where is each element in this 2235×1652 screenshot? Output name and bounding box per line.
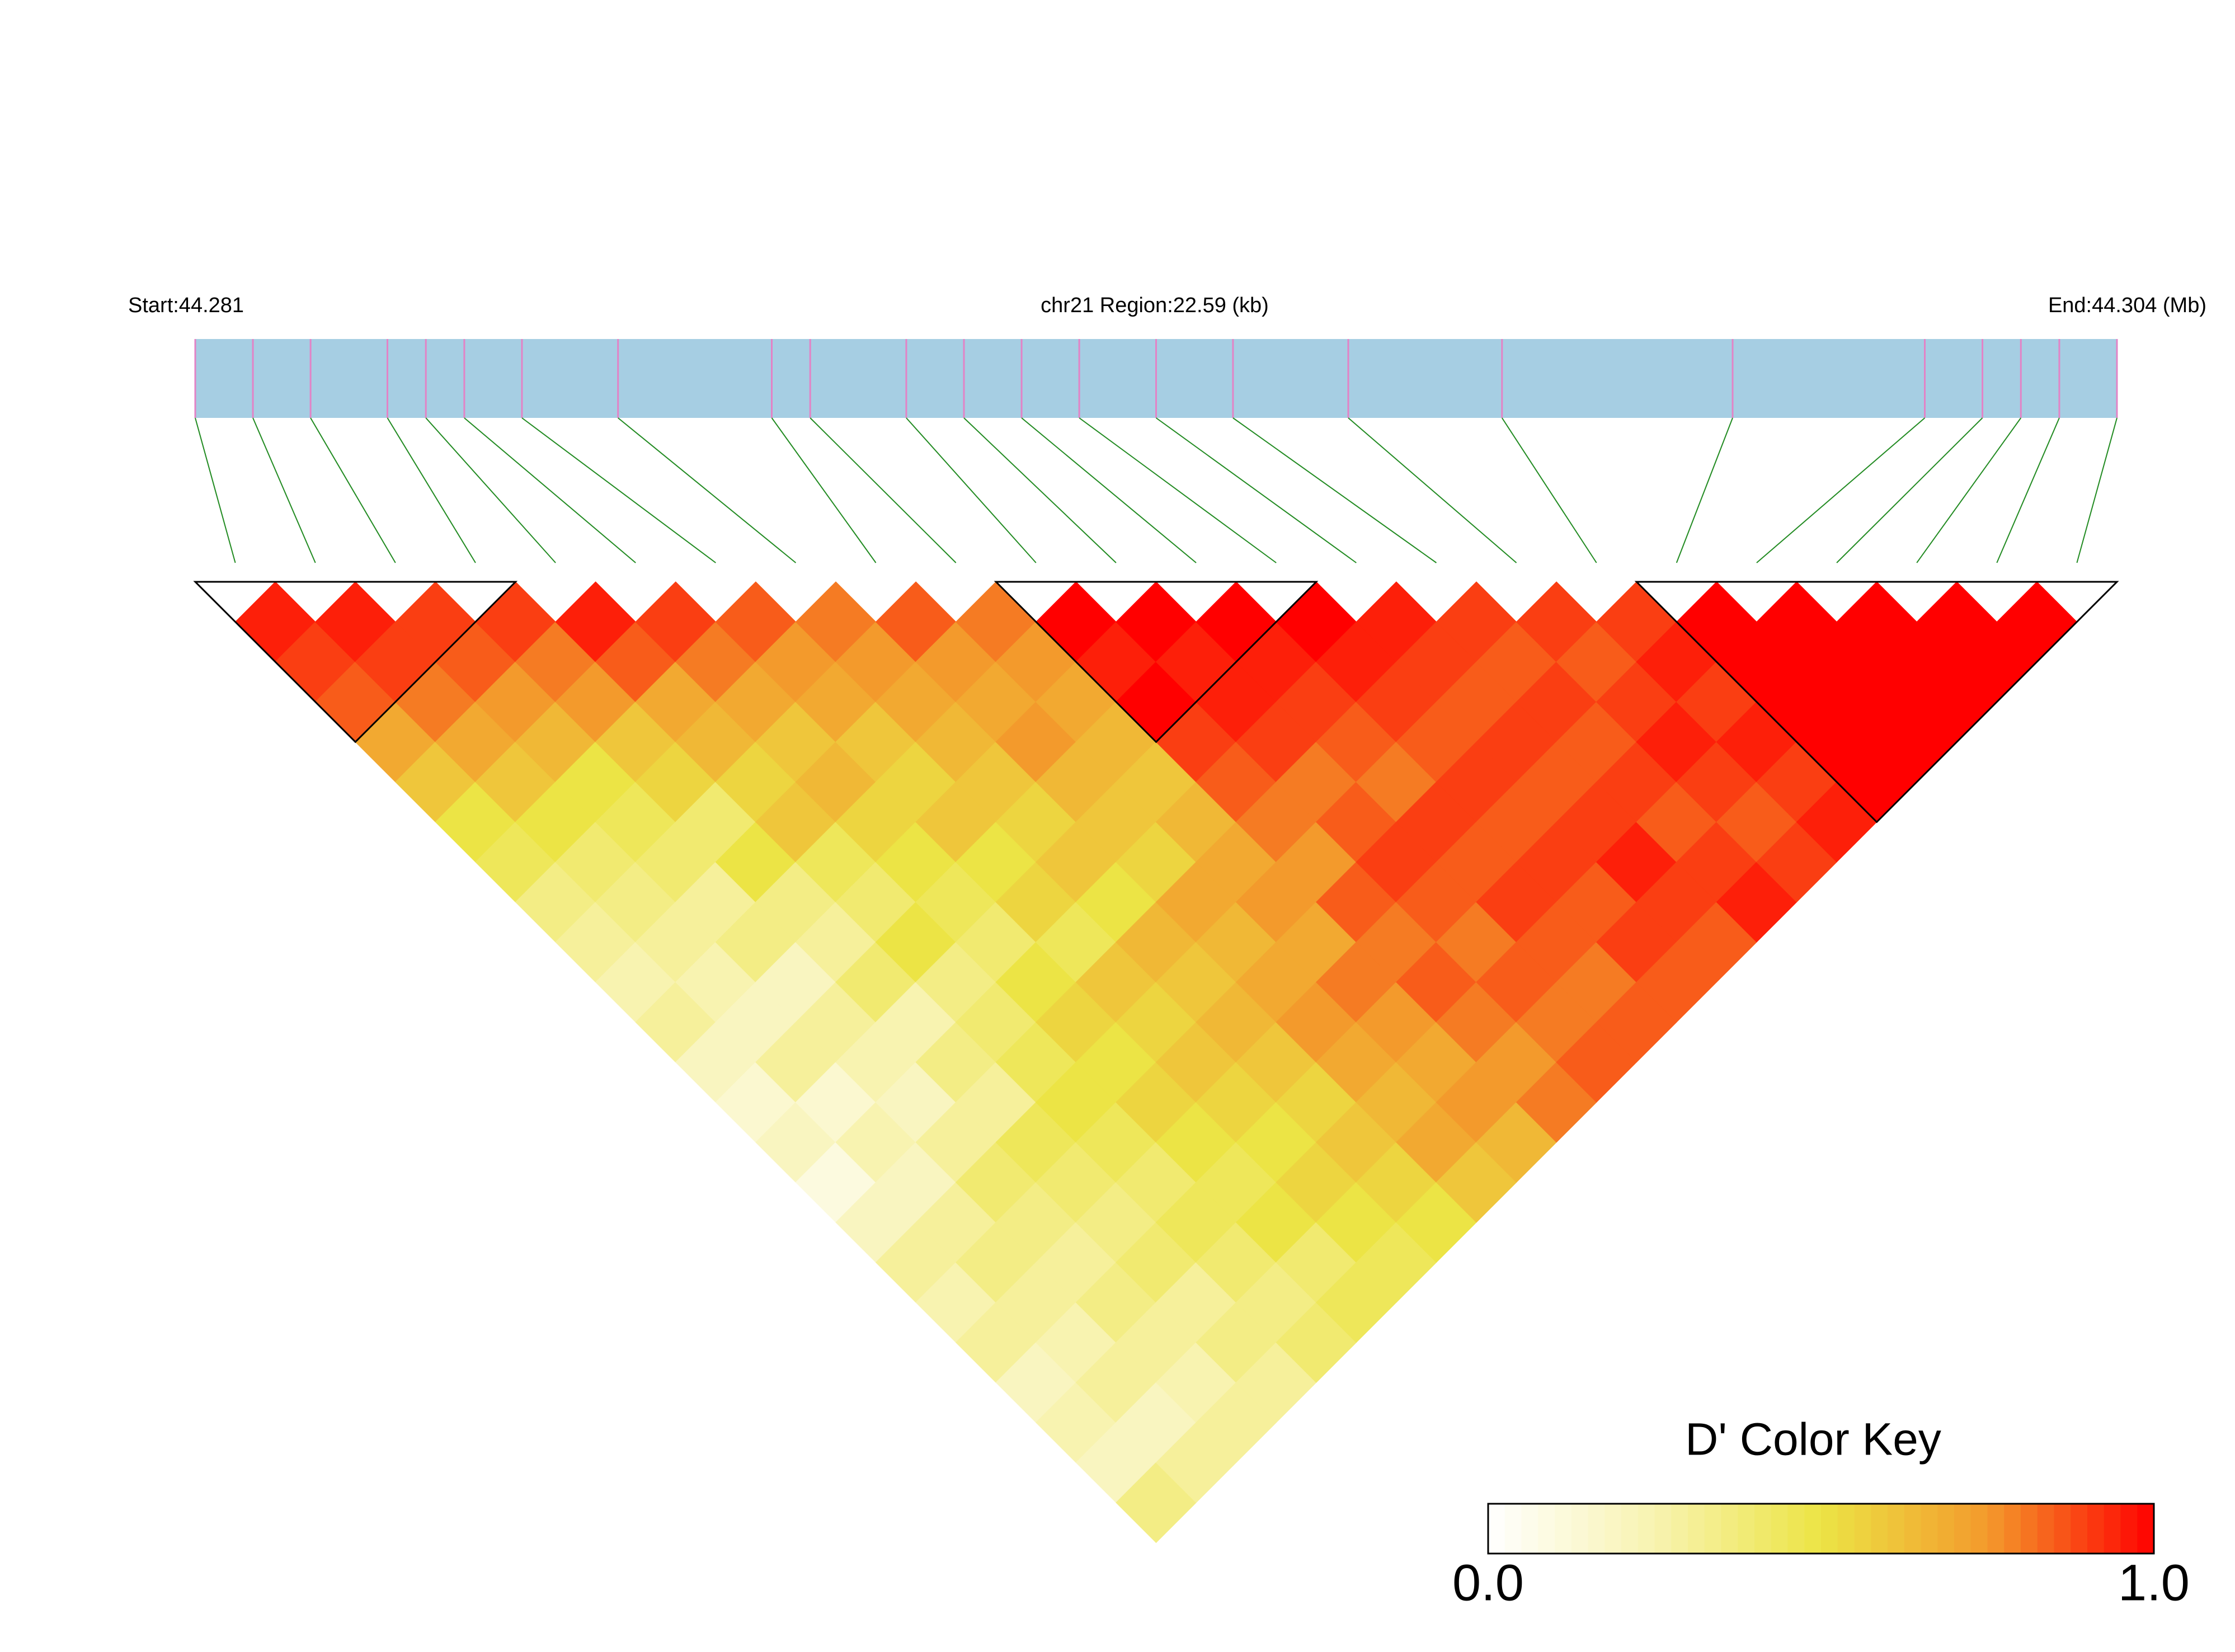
snp-connector bbox=[771, 417, 877, 563]
color-key-label: 1.0 bbox=[2118, 1554, 2190, 1611]
snp-connector bbox=[464, 417, 636, 563]
snp-connector bbox=[2076, 417, 2118, 563]
color-key-band bbox=[2137, 1504, 2154, 1554]
snp-connector bbox=[1155, 417, 1357, 563]
snp-connector bbox=[252, 417, 316, 563]
color-key-band bbox=[1504, 1504, 1522, 1554]
snp-connector bbox=[1501, 417, 1597, 563]
color-key-band bbox=[1970, 1504, 1988, 1554]
color-key-band bbox=[2054, 1504, 2071, 1554]
color-key-band bbox=[1521, 1504, 1538, 1554]
snp-connector bbox=[618, 417, 797, 563]
snp-connector bbox=[1996, 417, 2060, 563]
snp-connector bbox=[1916, 417, 2022, 563]
snp-connector bbox=[1676, 417, 1733, 563]
legend-title: D' Color Key bbox=[1685, 1414, 1941, 1465]
end-label: End:44.304 (Mb) bbox=[2048, 294, 2206, 317]
color-key-band bbox=[1787, 1504, 1805, 1554]
color-key-band bbox=[1954, 1504, 1971, 1554]
color-key-band bbox=[1754, 1504, 1772, 1554]
haplotype-block bbox=[193, 581, 518, 743]
snp-connector bbox=[1756, 417, 1926, 563]
color-key-band bbox=[1488, 1504, 1505, 1554]
start-label: Start:44.281 bbox=[128, 294, 244, 317]
snp-connector bbox=[810, 417, 957, 563]
color-key-band bbox=[1871, 1504, 1888, 1554]
color-key-band bbox=[1904, 1504, 1921, 1554]
color-key-band bbox=[2037, 1504, 2054, 1554]
color-key-band bbox=[1721, 1504, 1738, 1554]
snp-connector bbox=[1079, 417, 1277, 563]
snp-connector bbox=[521, 417, 716, 563]
color-key-band bbox=[1538, 1504, 1555, 1554]
snp-connector bbox=[387, 417, 476, 563]
color-key-band bbox=[1771, 1504, 1788, 1554]
color-key-band bbox=[2021, 1504, 2038, 1554]
color-key-band bbox=[2120, 1504, 2138, 1554]
chart-title: chr21 Region:22.59 (kb) bbox=[1041, 294, 1269, 317]
color-key-band bbox=[1804, 1504, 1822, 1554]
snp-connector bbox=[1348, 417, 1517, 563]
color-key-band bbox=[1588, 1504, 1605, 1554]
snp-connector bbox=[195, 417, 236, 563]
color-key-band bbox=[1738, 1504, 1755, 1554]
snp-connector bbox=[425, 417, 556, 563]
color-key-band bbox=[2071, 1504, 2088, 1554]
color-key-band bbox=[1987, 1504, 2005, 1554]
color-key-band bbox=[1605, 1504, 1622, 1554]
color-key-band bbox=[1621, 1504, 1639, 1554]
color-key-band bbox=[1555, 1504, 1572, 1554]
haplotype-block bbox=[994, 581, 1319, 743]
color-key-band bbox=[1937, 1504, 1955, 1554]
color-key-band bbox=[1837, 1504, 1855, 1554]
snp-connector bbox=[963, 417, 1117, 563]
color-key-band bbox=[1688, 1504, 1705, 1554]
color-key-frame bbox=[1487, 1503, 2155, 1555]
snp-connector bbox=[906, 417, 1037, 563]
color-key-band bbox=[2087, 1504, 2105, 1554]
haplotype-block bbox=[1634, 581, 2119, 823]
color-key-label: 0.0 bbox=[1452, 1554, 1524, 1611]
snp-connector bbox=[1021, 417, 1197, 563]
color-key-band bbox=[1638, 1504, 1655, 1554]
snp-connector bbox=[310, 417, 396, 563]
color-key-band bbox=[2004, 1504, 2021, 1554]
color-key-band bbox=[1571, 1504, 1588, 1554]
color-key-band bbox=[1671, 1504, 1688, 1554]
color-key-band bbox=[2104, 1504, 2121, 1554]
snp-connector bbox=[1836, 417, 1983, 563]
color-key-band bbox=[1704, 1504, 1721, 1554]
color-key-band bbox=[1854, 1504, 1871, 1554]
color-key-band bbox=[1821, 1504, 1838, 1554]
color-key-band bbox=[1654, 1504, 1672, 1554]
color-key-band bbox=[1888, 1504, 1905, 1554]
snp-connector bbox=[1232, 417, 1437, 563]
color-key-band bbox=[1921, 1504, 1938, 1554]
